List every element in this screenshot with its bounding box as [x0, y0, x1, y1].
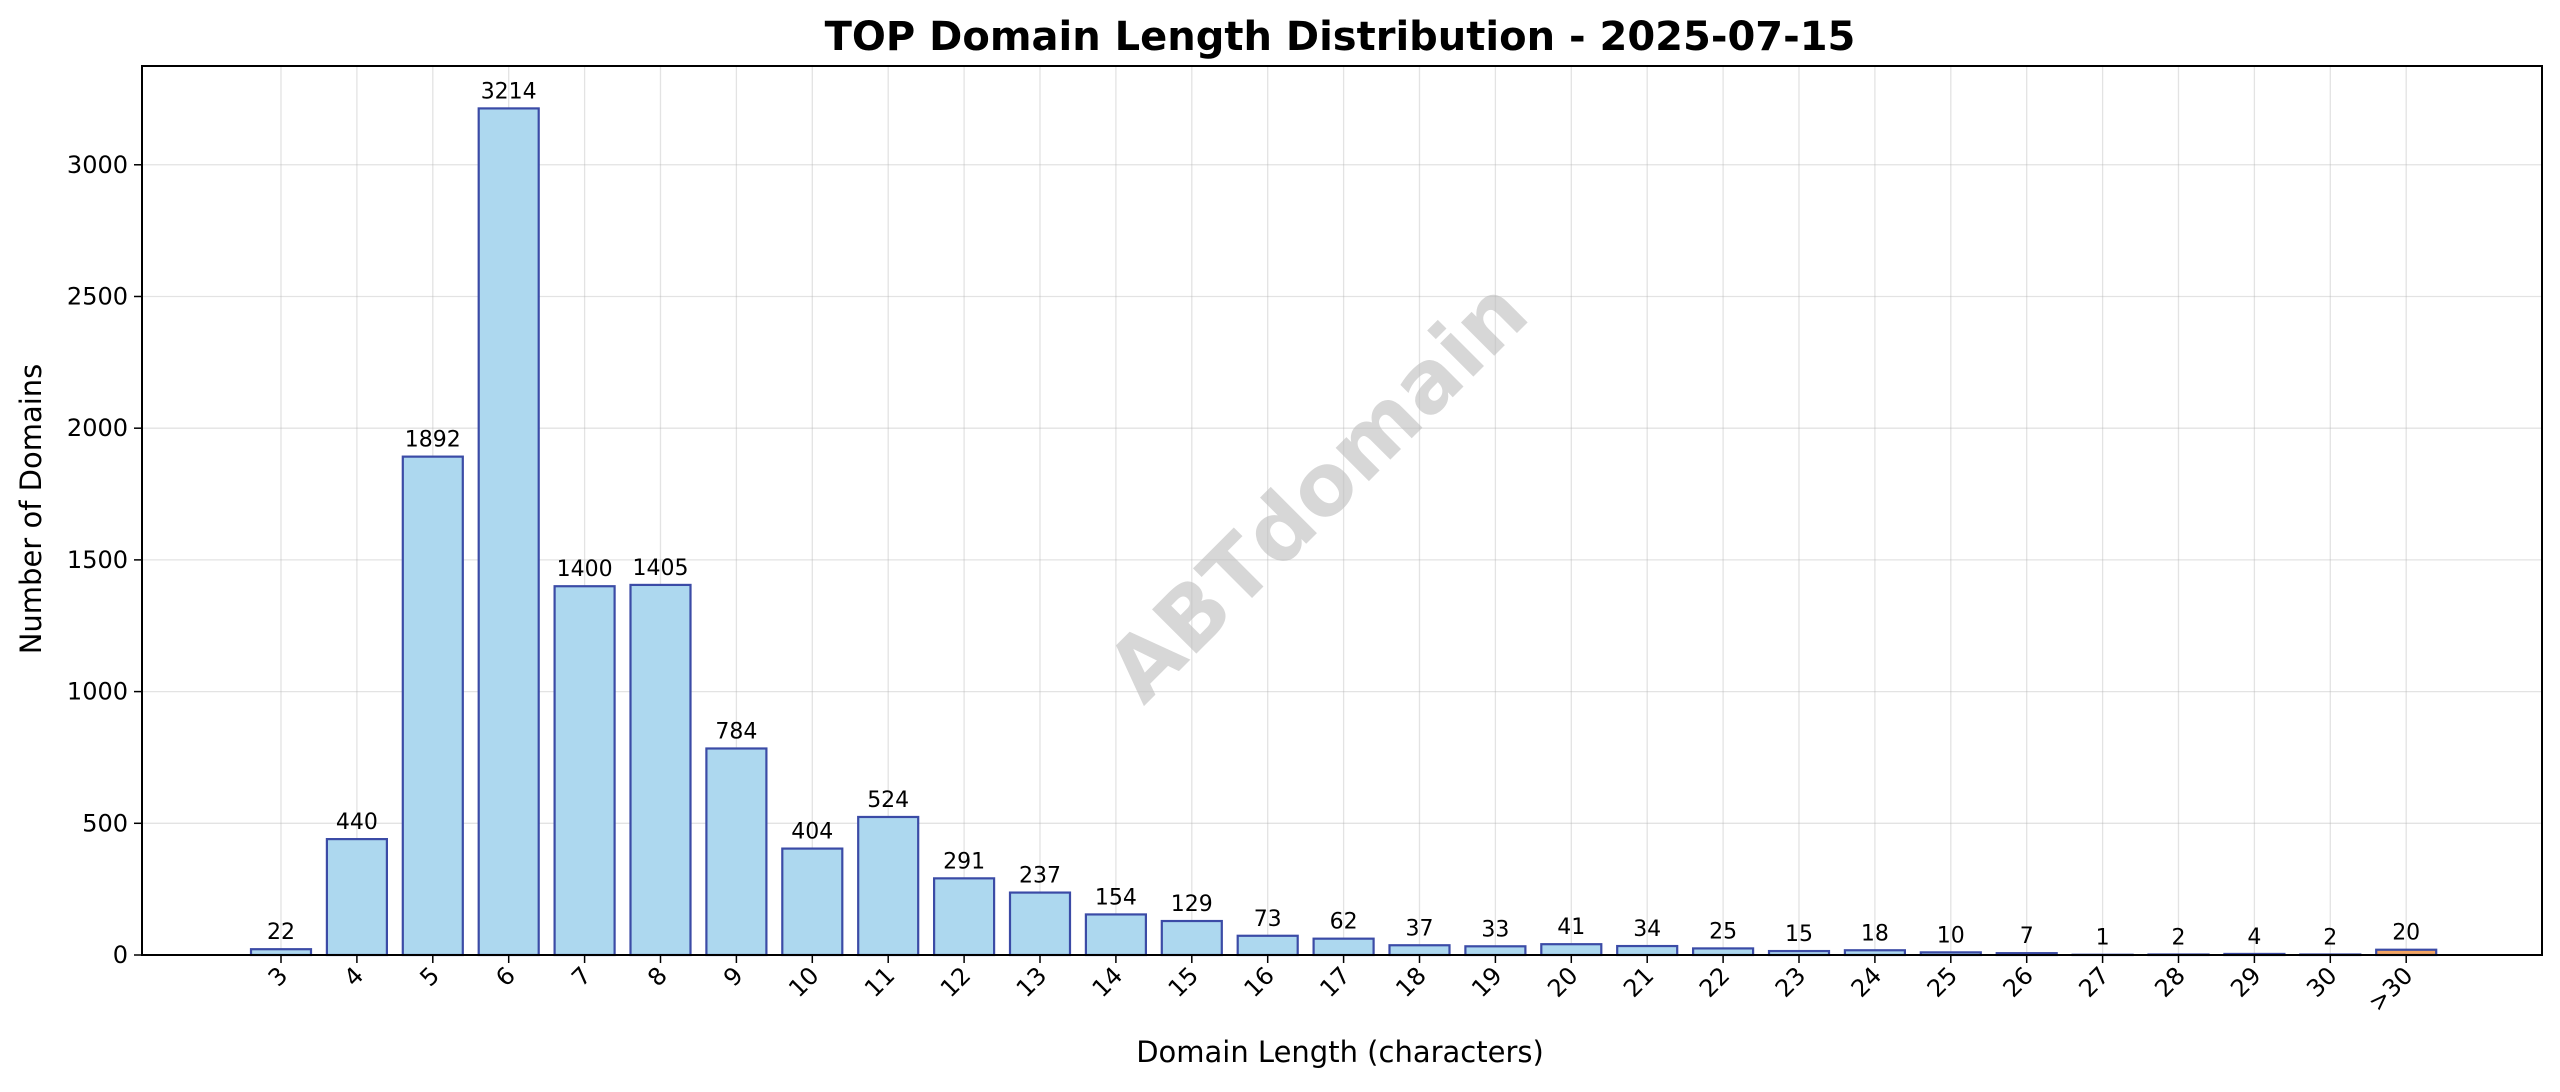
x-tick-label: 21	[1618, 961, 1659, 1002]
bar-value-label: 25	[1709, 919, 1737, 944]
bar	[1086, 914, 1146, 955]
bar-value-label: 1	[2096, 926, 2110, 951]
x-tick-label: 19	[1466, 961, 1507, 1002]
bar	[479, 108, 539, 955]
x-tick-label: >30	[2363, 961, 2419, 1017]
bar	[1465, 946, 1525, 955]
x-tick-label: 29	[2225, 961, 2266, 1002]
x-tick-label: 23	[1770, 961, 1811, 1002]
bar-value-label: 18	[1861, 921, 1889, 946]
y-tick-label: 0	[113, 941, 128, 969]
bar-value-label: 41	[1557, 915, 1585, 940]
x-tick-label: 27	[2073, 961, 2114, 1002]
bar-value-label: 10	[1937, 923, 1965, 948]
bar	[1617, 946, 1677, 955]
bar	[1010, 893, 1070, 955]
bar-value-label: 15	[1785, 922, 1813, 947]
y-tick-label: 1000	[67, 678, 128, 706]
bar-value-label: 237	[1019, 864, 1061, 889]
bar	[1238, 936, 1298, 955]
bar	[327, 839, 387, 955]
bar-value-label: 1892	[405, 428, 461, 453]
bar-value-label: 1405	[633, 556, 689, 581]
y-tick-label: 500	[82, 809, 128, 837]
bar	[782, 849, 842, 955]
x-tick-label: 30	[2301, 961, 2342, 1002]
bar-value-label: 7	[2020, 924, 2034, 949]
bar-value-label: 524	[867, 788, 909, 813]
bar-value-label: 62	[1330, 910, 1358, 935]
x-tick-label: 18	[1390, 961, 1431, 1002]
y-tick-label: 2000	[67, 414, 128, 442]
watermark-text: ABTdomain	[1088, 262, 1547, 721]
bar	[1390, 945, 1450, 955]
x-tick-label: 28	[2149, 961, 2190, 1002]
bar-value-label: 129	[1171, 892, 1213, 917]
x-tick-label: 3	[263, 961, 294, 992]
bar-value-label: 2	[2323, 925, 2337, 950]
x-tick-label: 25	[1922, 961, 1963, 1002]
bar-value-label: 4	[2247, 925, 2261, 950]
bar-value-label: 404	[791, 820, 833, 845]
bar	[706, 748, 766, 955]
x-tick-label: 8	[642, 961, 673, 992]
x-tick-label: 22	[1694, 961, 1735, 1002]
x-axis-label: Domain Length (characters)	[1136, 1035, 1544, 1069]
y-tick-label: 3000	[67, 151, 128, 179]
bar	[1541, 944, 1601, 955]
bar-value-label: 20	[2392, 921, 2420, 946]
x-ticks: 3 4 5 6 7 8 9 10 11 12 13 14 15 16 17 18 19 20 21 22 23 24 25 2…	[263, 955, 2419, 1017]
y-ticks: 0 500 1000 1500 2000 2500 3000	[67, 151, 142, 969]
x-tick-label: 24	[1846, 961, 1887, 1002]
x-tick-label: 7	[566, 961, 597, 992]
x-tick-label: 13	[1011, 961, 1052, 1002]
bar	[1314, 939, 1374, 955]
y-tick-label: 1500	[67, 546, 128, 574]
x-tick-label: 11	[859, 961, 900, 1002]
x-tick-label: 16	[1239, 961, 1280, 1002]
y-axis-label: Number of Domains	[14, 364, 48, 655]
x-tick-label: 20	[1542, 961, 1583, 1002]
bar	[858, 817, 918, 955]
bar-value-label: 784	[715, 719, 757, 744]
bar	[1162, 921, 1222, 955]
x-tick-label: 17	[1314, 961, 1355, 1002]
x-tick-label: 12	[935, 961, 976, 1002]
bar-value-label: 34	[1633, 917, 1661, 942]
bar-value-label: 73	[1254, 907, 1282, 932]
bar-value-label: 291	[943, 849, 985, 874]
bar-value-label: 440	[336, 810, 378, 835]
bar-value-label: 33	[1481, 917, 1509, 942]
bar-value-label: 3214	[481, 79, 537, 104]
x-tick-label: 9	[718, 961, 749, 992]
x-tick-label: 26	[1998, 961, 2039, 1002]
x-tick-label: 6	[490, 961, 521, 992]
x-tick-label: 4	[339, 961, 370, 992]
bar	[631, 585, 691, 955]
bar-value-label: 1400	[557, 557, 613, 582]
y-tick-label: 2500	[67, 282, 128, 310]
bar	[934, 878, 994, 955]
bar-value-label: 37	[1406, 916, 1434, 941]
bar-value-label: 22	[267, 920, 295, 945]
x-tick-label: 10	[783, 961, 824, 1002]
chart-title: TOP Domain Length Distribution - 2025-07…	[825, 14, 1856, 60]
bar	[403, 457, 463, 955]
x-tick-label: 15	[1163, 961, 1204, 1002]
bar	[555, 586, 615, 955]
bar-value-label: 154	[1095, 885, 1137, 910]
x-tick-label: 14	[1087, 961, 1128, 1002]
x-tick-label: 5	[414, 961, 445, 992]
bar-value-label: 2	[2172, 925, 2186, 950]
